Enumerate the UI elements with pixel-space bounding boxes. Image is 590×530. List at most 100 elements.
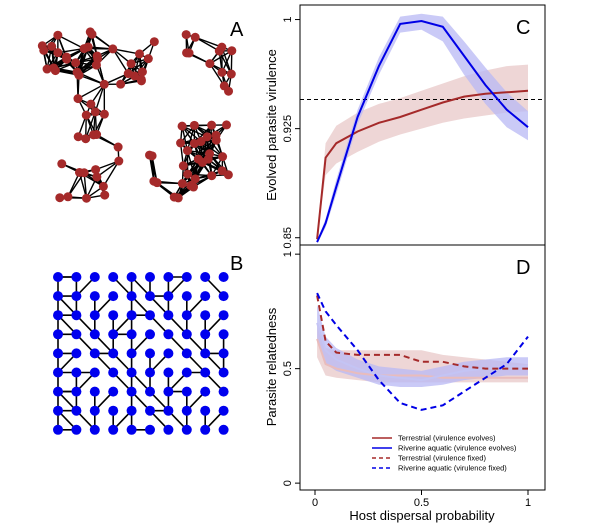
terrestrial-host-node [183,170,192,179]
terrestrial-host-node [218,166,227,175]
terrestrial-host-node [62,53,71,62]
riverine-host-node [53,291,63,301]
riverine-host-node [53,368,63,378]
riverine-host-node [145,387,155,397]
y-tick-label: 1 [282,16,294,22]
riverine-host-node [71,368,81,378]
terrestrial-host-node [71,58,80,67]
riverine-host-node [71,406,81,416]
riverine-host-node [219,368,229,378]
y-tick-label: 0 [282,480,294,486]
terrestrial-host-node [183,146,192,155]
riverine-host-node [108,310,118,320]
riverine-host-node [127,272,137,282]
panel-label-d: D [516,257,530,279]
terrestrial-host-node [43,65,52,74]
terrestrial-host-node [93,54,102,63]
riverine-host-node [90,368,100,378]
terrestrial-host-node [108,44,117,53]
terrestrial-host-node [178,122,187,131]
riverine-host-node [182,348,192,358]
riverine-host-node [200,272,210,282]
relatedness-y-axis: 00.51 [282,251,300,486]
terrestrial-host-node [207,121,216,130]
terrestrial-network-panel: A [38,19,244,203]
relatedness-y-axis-title: Parasite relatedness [264,307,279,426]
terrestrial-host-node [91,107,100,116]
terrestrial-host-node [190,121,199,130]
virulence-plot-panel: 0.850.9251 C Evolved parasite virulence [264,5,545,248]
legend-label-aquatic_evolves: Riverine aquatic (virulence evolves) [398,444,517,453]
y-tick-label: 0.85 [282,227,294,248]
terrestrial-host-node [91,165,100,174]
terrestrial-host-node [73,68,82,77]
riverine-host-node [200,310,210,320]
terrestrial-host-node [81,134,90,143]
panel-label-c: C [516,17,530,39]
riverine-host-node [71,329,81,339]
riverine-host-node [53,272,63,282]
riverine-host-node [108,291,118,301]
terrestrial-host-node [135,49,144,58]
terrestrial-host-node [73,94,82,103]
terrestrial-host-node [100,110,109,119]
riverine-host-node [182,387,192,397]
riverine-host-node [90,348,100,358]
riverine-host-node [145,368,155,378]
riverine-host-node [182,291,192,301]
terrestrial-host-node [197,137,206,146]
riverine-host-node [108,368,118,378]
riverine-host-node [53,406,63,416]
riverine-host-node [145,406,155,416]
legend-label-terrestrial_evolves: Terrestrial (virulence evolves) [398,434,496,443]
dispersal-x-axis: 0 0.5 1 [312,490,531,509]
riverine-host-node [163,348,173,358]
terrestrial-host-node [176,139,185,148]
riverine-host-node [219,348,229,358]
terrestrial-host-node [222,120,231,129]
virulence-confidence-bands [317,14,528,244]
terrestrial-host-node [182,30,191,39]
dispersal-x-axis-title: Host dispersal probability [349,508,495,523]
terrestrial-host-node [138,67,147,76]
riverine-host-node [219,272,229,282]
terrestrial-host-node [218,68,227,77]
riverine-host-node [145,425,155,435]
riverine-host-node [200,368,210,378]
riverine-host-node [53,387,63,397]
terrestrial-host-node [114,143,123,152]
terrestrial-host-node [207,171,216,180]
terrestrial-host-node [212,136,221,145]
virulence-y-axis: 0.850.9251 [282,16,300,248]
riverine-host-node [145,291,155,301]
terrestrial-host-node [55,193,64,202]
riverine-host-node [127,368,137,378]
terrestrial-host-node [53,48,62,57]
riverine-host-node [182,329,192,339]
riverine-host-node [90,329,100,339]
riverine-host-node [127,310,137,320]
riverine-host-node [108,406,118,416]
x-tick-label: 1 [525,497,531,509]
riverine-network-nodes [53,272,229,435]
riverine-host-node [108,425,118,435]
riverine-host-node [127,291,137,301]
riverine-host-node [219,406,229,416]
riverine-host-node [200,406,210,416]
riverine-host-node [71,272,81,282]
terrestrial-host-node [153,178,162,187]
riverine-host-node [90,310,100,320]
panel-label-b: B [230,253,243,275]
riverine-host-node [163,406,173,416]
terrestrial-host-node [224,87,233,96]
riverine-host-node [145,310,155,320]
terrestrial-host-node [87,30,96,39]
terrestrial-host-node [86,100,95,109]
riverine-host-node [163,329,173,339]
riverine-host-node [71,425,81,435]
riverine-host-node [90,387,100,397]
riverine-host-node [71,348,81,358]
terrestrial-host-node [57,159,66,168]
terrestrial-host-node [189,183,198,192]
terrestrial-host-node [150,37,159,46]
